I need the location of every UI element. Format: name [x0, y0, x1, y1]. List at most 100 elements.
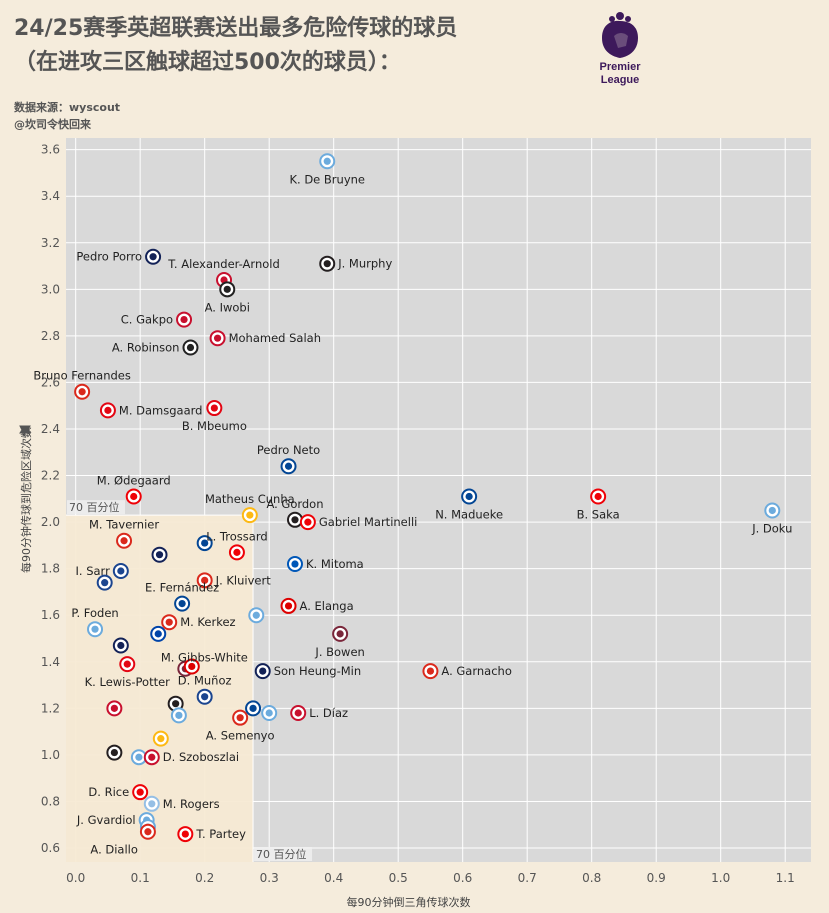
- data-point: [219, 281, 236, 298]
- x-tick-label: 1.0: [711, 871, 730, 885]
- data-point: [139, 823, 156, 840]
- point-crest-center: [155, 551, 164, 559]
- point-label: Gabriel Martinelli: [319, 515, 417, 529]
- point-label: J. Kluivert: [215, 573, 272, 587]
- point-crest-center: [154, 630, 162, 638]
- x-tick-label: 0.0: [66, 871, 85, 885]
- point-crest-center: [130, 492, 138, 501]
- point-label: J. Bowen: [314, 645, 364, 659]
- point-crest-center: [336, 630, 344, 638]
- axis-titles: 每90分钟倒三角传球次数 每90分钟传球到危险区域次数: [19, 425, 471, 909]
- point-crest-center: [180, 315, 188, 324]
- point-crest-center: [236, 714, 244, 722]
- data-point: [161, 614, 178, 631]
- data-point: [280, 597, 297, 614]
- axis-ticks: 0.0 0.1 0.2 0.3 0.4 0.5 0.6 0.7 0.8 0.9 1.0 1.1 0.6 0…: [41, 143, 795, 885]
- point-crest-center: [178, 599, 186, 608]
- point-crest-center: [291, 516, 299, 524]
- point-crest-center: [104, 406, 112, 414]
- data-point: [461, 488, 478, 505]
- point-label: T. Alexander-Arnold: [167, 257, 280, 271]
- point-label: A. Gordon: [266, 497, 323, 511]
- data-point: [176, 311, 193, 328]
- x-tick-label: 0.4: [324, 871, 343, 885]
- point-crest-center: [768, 506, 776, 515]
- point-label: M. Rogers: [163, 797, 220, 811]
- percentile-x-label: 70 百分位: [256, 847, 307, 861]
- point-label: M. Ødegaard: [97, 474, 171, 488]
- data-point: [87, 621, 104, 638]
- data-point: [106, 700, 123, 717]
- data-point: [150, 625, 167, 642]
- data-point: [209, 330, 226, 347]
- point-label: B. Saka: [577, 508, 620, 522]
- data-point: [590, 488, 607, 505]
- logo-text-league: League: [601, 74, 640, 86]
- x-tick-label: 0.5: [389, 871, 408, 885]
- point-crest-center: [91, 625, 99, 633]
- point-crest-center: [120, 537, 128, 545]
- data-point: [241, 507, 258, 524]
- data-point: [182, 339, 199, 356]
- data-point: [299, 514, 316, 531]
- point-crest-center: [110, 704, 118, 712]
- data-point: [206, 400, 223, 417]
- point-crest-center: [117, 641, 125, 650]
- y-tick-label: 1.0: [41, 748, 60, 762]
- point-label: E. Fernández: [145, 581, 219, 595]
- point-label: Bruno Fernandes: [33, 369, 130, 383]
- point-label: A. Garnacho: [441, 664, 511, 678]
- y-tick-label: 1.6: [41, 608, 60, 622]
- chart-title-line-1: 24/25赛季英超联赛送出最多危险传球的球员: [14, 16, 458, 41]
- data-point: [280, 458, 297, 475]
- data-point: [764, 502, 781, 519]
- data-point: [170, 707, 187, 724]
- point-label: I. Sarr: [76, 564, 111, 578]
- data-point: [143, 795, 160, 812]
- data-point: [106, 744, 123, 761]
- point-crest-center: [259, 667, 267, 675]
- percentile-x-label-bg: [254, 847, 313, 861]
- data-point: [319, 255, 336, 272]
- point-label: Matheus Cunha: [205, 492, 295, 506]
- point-crest-center: [144, 828, 152, 836]
- data-point: [286, 511, 303, 528]
- data-point: [232, 709, 249, 726]
- point-label: K. Lewis-Potter: [85, 675, 171, 689]
- point-label: A. Robinson: [112, 341, 180, 355]
- data-point: [143, 749, 160, 766]
- point-label: M. Gibbs-White: [161, 650, 248, 664]
- point-label: A. Elanga: [300, 599, 354, 613]
- point-crest-center: [223, 285, 231, 293]
- x-tick-label: 0.6: [453, 871, 472, 885]
- pin-icon: [19, 425, 31, 438]
- y-tick-label: 0.8: [41, 794, 60, 808]
- x-tick-label: 0.9: [647, 871, 666, 885]
- percentile-y-label-bg: [67, 500, 125, 515]
- point-label: K. Mitoma: [306, 557, 364, 571]
- point-label: D. Szoboszlai: [163, 750, 239, 764]
- point-crest-center: [213, 334, 222, 342]
- data-point: [422, 663, 439, 680]
- data-point: [116, 532, 133, 549]
- point-label: P. Foden: [71, 606, 118, 620]
- data-point: [132, 784, 149, 801]
- data-point: [332, 625, 349, 642]
- y-tick-label: 1.2: [41, 701, 60, 715]
- point-crest-center: [186, 343, 195, 352]
- point-crest-center: [148, 800, 156, 808]
- point-crest-center: [304, 518, 312, 526]
- point-crest-center: [123, 660, 131, 668]
- y-tick-label: 2.0: [41, 515, 60, 529]
- point-label: M. Kerkez: [180, 615, 235, 629]
- data-point: [196, 535, 213, 552]
- point-crest-center: [172, 700, 180, 708]
- chart-title-line-2: （在进攻三区触球超过500次的球员）：: [14, 50, 401, 75]
- lion-crest-icon: [602, 12, 638, 58]
- logo-text-premier: Premier: [600, 61, 642, 73]
- point-label: M. Damsgaard: [119, 403, 203, 417]
- x-axis-title: 每90分钟倒三角传球次数: [347, 895, 471, 909]
- y-axis-title: 每90分钟传球到危险区域次数: [19, 427, 33, 573]
- point-crest-center: [101, 579, 109, 587]
